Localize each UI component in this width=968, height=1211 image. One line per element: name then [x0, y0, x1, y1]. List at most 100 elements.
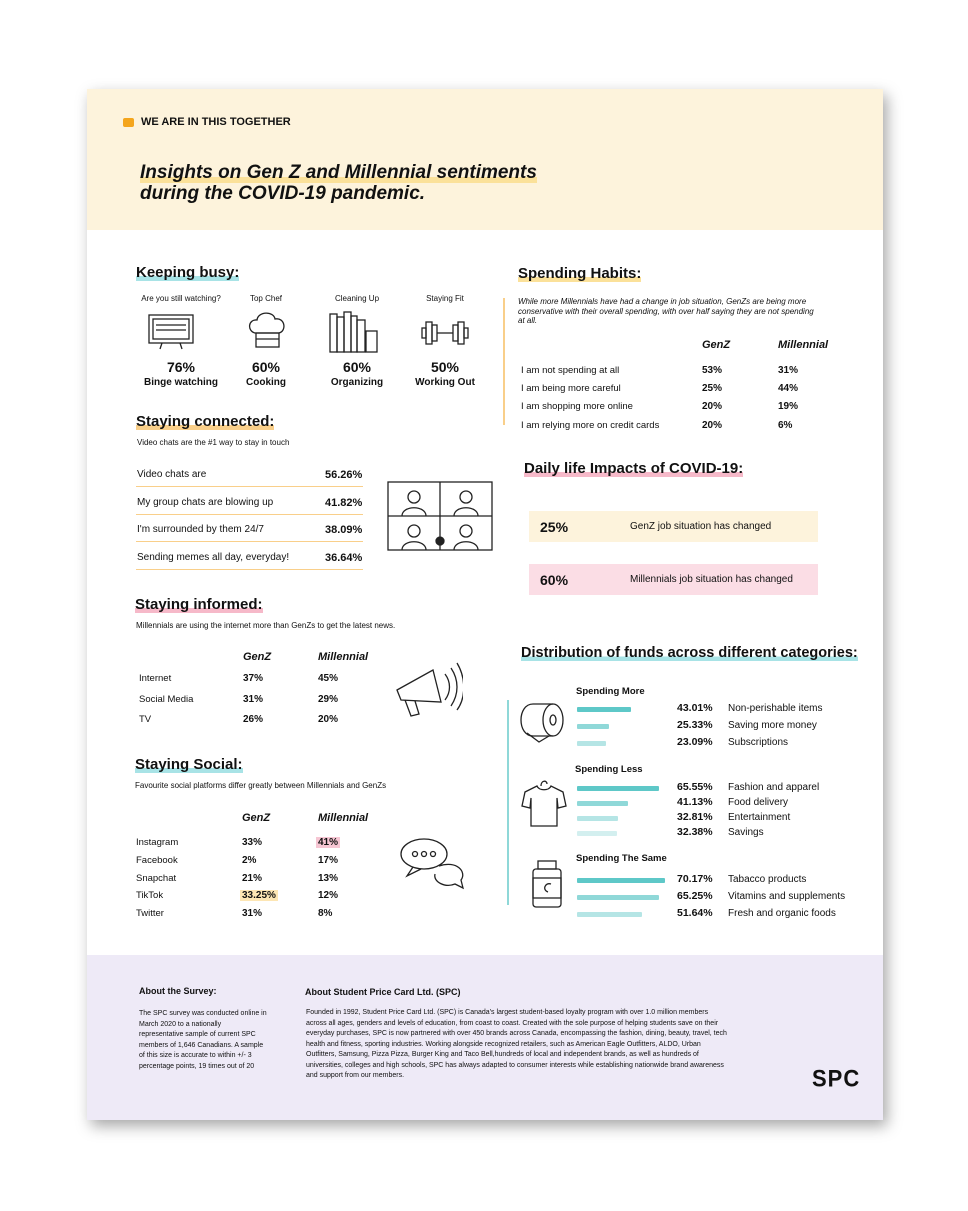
logo: SPC [812, 1064, 861, 1093]
item-question: Are you still watching? [141, 294, 221, 303]
cell: 29% [318, 693, 339, 705]
item-label: Cooking [246, 377, 286, 388]
row-label: I am not spending at all [521, 365, 620, 376]
chat-icon [400, 838, 464, 890]
cell: 8% [318, 908, 333, 920]
footer-band [87, 955, 883, 1120]
group-name: Spending Less [575, 764, 643, 775]
row-label: I am relying more on credit cards [521, 419, 660, 431]
cell: 53% [702, 365, 723, 376]
row-label: I am being more careful [521, 383, 621, 395]
section-title: Staying Social: [135, 756, 243, 773]
item-label: Working Out [415, 377, 475, 388]
cell: 37% [243, 673, 264, 684]
cell: 41% [316, 837, 341, 848]
row-value: 56.26% [325, 469, 363, 481]
item-value: 70.17% [677, 873, 713, 885]
item-value: 65.25% [677, 890, 713, 902]
section-subtitle: Favourite social platforms differ greatl… [135, 781, 387, 790]
cell: 20% [702, 419, 723, 431]
column-header: GenZ [702, 339, 731, 351]
row-label: TikTok [136, 890, 164, 902]
cell: 19% [778, 401, 799, 413]
column-header: Millennial [318, 651, 369, 663]
item-label: Vitamins and supplements [728, 891, 846, 902]
impact-label: Millennials job situation has changed [630, 574, 793, 585]
row-label: TV [139, 714, 152, 725]
section-subtitle: While more Millennials have had a change… [518, 297, 814, 325]
bar [577, 831, 618, 836]
cell: 21% [242, 872, 263, 884]
row-label: I'm surrounded by them 24/7 [137, 524, 264, 536]
item-value: 32.81% [677, 811, 713, 823]
impact-label: GenZ job situation has changed [630, 521, 772, 532]
accent-line [503, 298, 505, 425]
column-header: Millennial [778, 339, 829, 351]
dumbbell-icon [421, 321, 469, 345]
cell: 20% [702, 401, 723, 413]
row-label: Video chats are [137, 469, 207, 480]
item-value: 76% [166, 359, 196, 375]
item-label: Food delivery [728, 797, 789, 808]
cell: 13% [318, 872, 339, 884]
bar [577, 878, 665, 883]
shirt-icon [521, 780, 567, 827]
row-label: Facebook [136, 854, 178, 866]
group-name: Spending The Same [576, 853, 667, 864]
title-line: Insights on Gen Z and Millennial sentime… [140, 162, 537, 183]
row-divider [136, 513, 363, 515]
item-value: 41.13% [677, 796, 713, 808]
row-label: My group chats are blowing up [137, 496, 274, 508]
cell: 26% [243, 714, 264, 725]
impact-value: 25% [540, 519, 569, 535]
row-label: Snapchat [136, 872, 177, 884]
section-title: Daily life Impacts of COVID-19: [524, 460, 744, 477]
item-value: 25.33% [677, 719, 713, 731]
megaphone-icon [396, 662, 463, 717]
bar [577, 741, 606, 746]
video-call-icon [387, 481, 493, 551]
toilet-paper-icon [520, 703, 564, 743]
bar [577, 707, 631, 712]
row-label: I am shopping more online [521, 401, 633, 413]
row-value: 38.09% [325, 524, 363, 537]
row-divider [136, 541, 363, 543]
row-divider [136, 569, 363, 571]
cell: 12% [318, 890, 339, 902]
accent-line [507, 700, 509, 905]
bar [577, 816, 618, 821]
item-label: Fresh and organic foods [728, 908, 836, 919]
section-title: Spending Habits: [518, 265, 642, 282]
cell: 31% [778, 365, 799, 376]
row-label: Social Media [139, 693, 194, 705]
cell: 17% [318, 854, 339, 866]
item-value: 50% [430, 359, 460, 375]
item-value: 43.01% [677, 702, 713, 714]
section-title: Staying connected: [136, 413, 275, 430]
footer-text: Founded in 1992, Student Price Card Ltd.… [306, 1009, 727, 1079]
item-value: 23.09% [677, 736, 713, 748]
item-label: Non-perishable items [728, 703, 823, 714]
row-label: Twitter [136, 908, 164, 920]
header-tag: WE ARE IN THIS TOGETHER [141, 116, 291, 128]
item-question: Top Chef [249, 294, 283, 303]
footer-text: The SPC survey was conducted online in M… [139, 1010, 267, 1070]
item-label: Subscriptions [728, 737, 789, 748]
item-label: Fashion and apparel [728, 782, 820, 793]
item-value: 65.55% [677, 781, 713, 793]
tag-icon [123, 118, 134, 127]
cell: 25% [702, 383, 723, 395]
cell: 33.25% [240, 890, 278, 902]
tv-icon [148, 314, 194, 350]
section-subtitle: Video chats are the #1 way to stay in to… [137, 438, 290, 447]
cell: 31% [242, 908, 263, 920]
cell: 20% [318, 714, 339, 725]
cell: 44% [778, 383, 799, 395]
item-label: Savings [728, 827, 764, 838]
column-header: GenZ [243, 651, 272, 663]
header-title: Insights on Gen Z and Millennial sentime… [140, 162, 537, 204]
section-subtitle: Millennials are using the internet more … [136, 621, 396, 630]
bar [577, 801, 629, 806]
item-question: Cleaning Up [334, 294, 380, 303]
